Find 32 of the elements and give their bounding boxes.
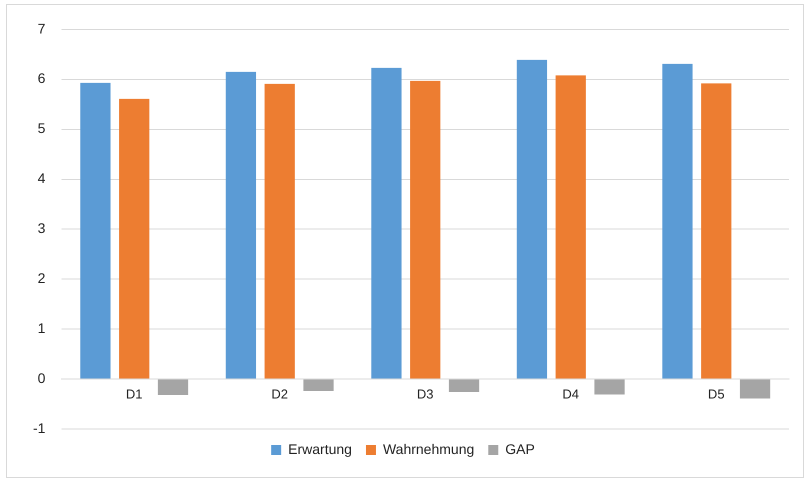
bar [371, 68, 402, 379]
y-tick-label: 4 [38, 170, 46, 186]
bar [119, 98, 150, 379]
x-tick-label: D1 [126, 386, 143, 402]
bar [448, 380, 480, 392]
x-tick-label: D2 [271, 386, 288, 402]
y-tick-label: 3 [38, 220, 46, 236]
bar [594, 380, 625, 395]
bar [701, 83, 732, 379]
bar [516, 60, 548, 379]
bar [264, 84, 295, 379]
bar [158, 380, 188, 396]
bar [226, 72, 256, 379]
y-tick-label: 1 [38, 320, 46, 336]
bar [662, 64, 693, 379]
y-tick-label: 6 [38, 70, 46, 86]
legend-label: GAP [505, 440, 535, 457]
y-tick-label: 0 [38, 370, 46, 386]
x-tick-label: D5 [708, 386, 725, 402]
bar [303, 380, 334, 392]
x-tick-label: D4 [562, 386, 580, 402]
bar [80, 82, 111, 379]
y-tick-label: 7 [38, 20, 46, 36]
legend-label: Wahrnehmung [382, 440, 474, 457]
y-tick-label: -1 [32, 420, 46, 436]
bar [410, 80, 440, 379]
bar [556, 75, 586, 379]
y-tick-label: 5 [38, 120, 46, 136]
y-tick-label: 2 [38, 270, 46, 286]
legend-label: Erwartung [288, 440, 352, 457]
bar [740, 380, 770, 399]
x-tick-label: D3 [416, 386, 434, 402]
